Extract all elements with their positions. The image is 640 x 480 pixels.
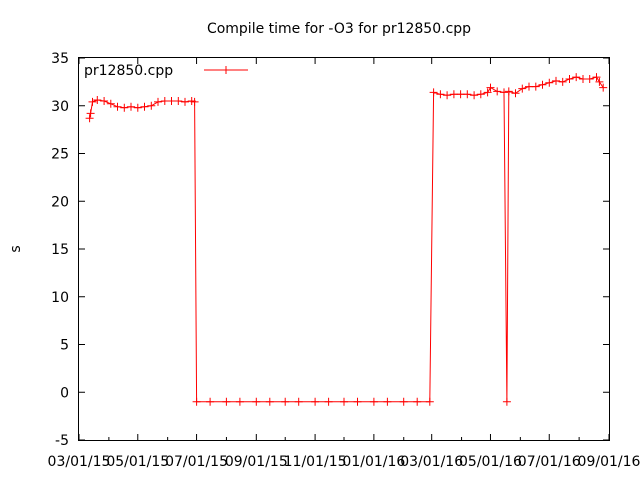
data-point	[127, 102, 135, 111]
data-point	[311, 397, 320, 406]
data-point	[483, 88, 492, 97]
data-point	[206, 397, 215, 406]
legend-marker	[222, 66, 230, 74]
x-tick-label: 11/01/15	[284, 454, 347, 470]
x-axis: 03/01/1505/01/1507/01/1509/01/1511/01/15…	[48, 58, 640, 470]
data-point	[340, 397, 348, 406]
data-point	[463, 90, 472, 99]
data-point	[324, 397, 333, 406]
data-point	[133, 103, 142, 112]
data-point	[545, 78, 554, 87]
data-point	[167, 97, 176, 105]
data-point	[504, 87, 513, 96]
data-point	[476, 90, 485, 99]
data-point	[443, 91, 452, 100]
data-point	[353, 397, 362, 406]
data-point	[399, 397, 408, 406]
data-point	[413, 397, 422, 406]
y-tick-label: 5	[60, 338, 69, 354]
data-point	[113, 102, 122, 111]
data-point	[429, 88, 438, 97]
x-tick-label: 05/01/16	[459, 454, 522, 470]
data-point	[579, 75, 587, 83]
data-point	[500, 88, 508, 97]
data-point	[558, 77, 567, 86]
x-tick-label: 09/01/16	[578, 454, 640, 470]
data-point	[147, 101, 156, 110]
y-axis: -5 0 5 10 15 20 25 30 35	[51, 51, 609, 449]
x-tick-label: 01/01/16	[342, 454, 405, 470]
data-point	[235, 397, 244, 406]
x-tick-label: 09/01/15	[225, 454, 288, 470]
data-point	[470, 91, 479, 100]
data-point	[160, 97, 169, 105]
data-point	[538, 80, 547, 89]
data-point	[502, 397, 511, 406]
data-point	[181, 97, 189, 106]
data-point	[425, 397, 434, 406]
data-point	[552, 76, 560, 85]
chart-title: Compile time for -O3 for pr12850.cpp	[207, 21, 471, 37]
data-point	[294, 397, 303, 406]
data-point	[140, 102, 149, 111]
data-point	[493, 87, 502, 96]
data-point	[120, 103, 129, 112]
data-point	[449, 90, 458, 99]
data-point	[100, 97, 109, 105]
data-point	[486, 83, 495, 92]
data-point	[281, 397, 290, 406]
data-point	[599, 83, 608, 92]
legend-label: pr12850.cpp	[84, 63, 173, 79]
data-point	[192, 397, 201, 406]
data-point	[383, 397, 392, 406]
data-point	[436, 90, 445, 99]
data-point	[106, 99, 115, 108]
data-point	[265, 397, 274, 406]
data-point	[531, 82, 540, 91]
y-tick-label: 30	[51, 99, 69, 115]
y-tick-label: 35	[51, 51, 69, 67]
data-point	[592, 73, 601, 82]
plot-frame	[78, 57, 610, 441]
x-tick-label: 03/01/16	[400, 454, 463, 470]
data-point	[93, 96, 102, 104]
data-point	[190, 97, 199, 106]
x-tick-label: 05/01/15	[106, 454, 169, 470]
y-tick-label: 10	[51, 290, 69, 306]
data-point	[86, 109, 95, 118]
data-point	[154, 97, 162, 106]
data-point	[85, 114, 94, 123]
data-point	[252, 397, 261, 406]
legend: pr12850.cpp	[84, 63, 248, 79]
y-tick-label: 0	[60, 385, 69, 401]
data-point	[595, 77, 604, 86]
data-point	[525, 82, 533, 91]
series-line	[89, 76, 604, 403]
data-point	[565, 75, 574, 83]
y-tick-label: 25	[51, 147, 69, 163]
data-point	[585, 75, 594, 83]
x-tick-label: 03/01/15	[48, 454, 111, 470]
y-axis-label: s	[8, 245, 24, 252]
data-point	[511, 89, 520, 98]
data-point	[369, 397, 378, 406]
x-tick-label: 07/01/15	[165, 454, 228, 470]
data-point	[174, 97, 183, 105]
data-point	[222, 397, 231, 406]
data-point	[88, 97, 97, 106]
y-tick-label: -5	[55, 433, 69, 449]
series-layer	[85, 73, 608, 406]
y-tick-label: 15	[51, 242, 69, 258]
data-point	[518, 84, 527, 93]
data-point	[456, 90, 465, 99]
x-tick-label: 07/01/16	[518, 454, 581, 470]
y-tick-label: 20	[51, 194, 69, 210]
data-point	[572, 73, 581, 82]
